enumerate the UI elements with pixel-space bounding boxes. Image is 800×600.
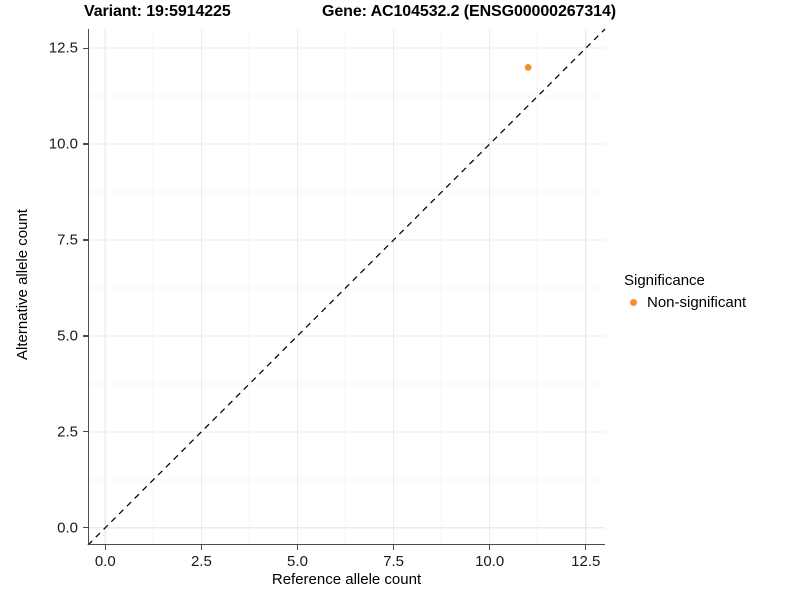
y-tick-mark [83, 431, 88, 433]
y-tick-label: 10.0 [48, 135, 78, 153]
y-tick-mark [83, 47, 88, 49]
legend-entry[interactable]: Non-significant [624, 293, 794, 311]
x-tick-mark [104, 545, 106, 550]
x-tick-label: 2.5 [190, 553, 212, 570]
x-tick-label: 5.0 [287, 553, 308, 570]
y-tick-mark [83, 527, 88, 529]
x-tick-mark [296, 545, 299, 550]
legend-entries: Non-significant [624, 293, 794, 311]
y-tick-mark [83, 239, 88, 241]
y-axis-title: Alternative allele count [14, 209, 31, 360]
legend: Significance Non-significant [624, 272, 794, 311]
y-tick-label: 2.5 [57, 423, 78, 441]
y-tick-mark [83, 143, 88, 145]
data-point[interactable] [524, 63, 532, 71]
legend-title: Significance [624, 272, 705, 289]
plot-panel [87, 28, 606, 546]
y-tick-label: 7.5 [57, 231, 78, 249]
variant-title: Variant: 19:5914225 [84, 3, 231, 20]
x-tick-mark [392, 545, 395, 550]
x-tick-mark [489, 545, 491, 550]
identity-reference-line [87, 28, 606, 546]
legend-marker-dot-icon [629, 298, 637, 306]
chart-title-row: Variant: 19:5914225 Gene: AC104532.2 (EN… [0, 3, 620, 25]
y-tick-label: 0.0 [57, 519, 78, 537]
gene-title: Gene: AC104532.2 (ENSG00000267314) [322, 3, 616, 20]
y-tick-label: 5.0 [57, 327, 78, 345]
x-axis-title: Reference allele count [271, 571, 422, 588]
legend-key [624, 293, 642, 311]
data-layer [87, 28, 606, 546]
x-tick-mark [200, 545, 202, 550]
x-tick-label: 12.5 [571, 553, 601, 570]
gridlines [88, 29, 605, 545]
x-tick-mark [585, 545, 587, 550]
x-tick-label: 7.5 [383, 553, 405, 570]
x-tick-label: 10.0 [475, 553, 505, 570]
y-tick-label: 12.5 [48, 39, 78, 57]
x-tick-label: 0.0 [94, 553, 116, 570]
legend-entry-label: Non-significant [647, 293, 747, 311]
y-tick-mark [83, 335, 88, 337]
